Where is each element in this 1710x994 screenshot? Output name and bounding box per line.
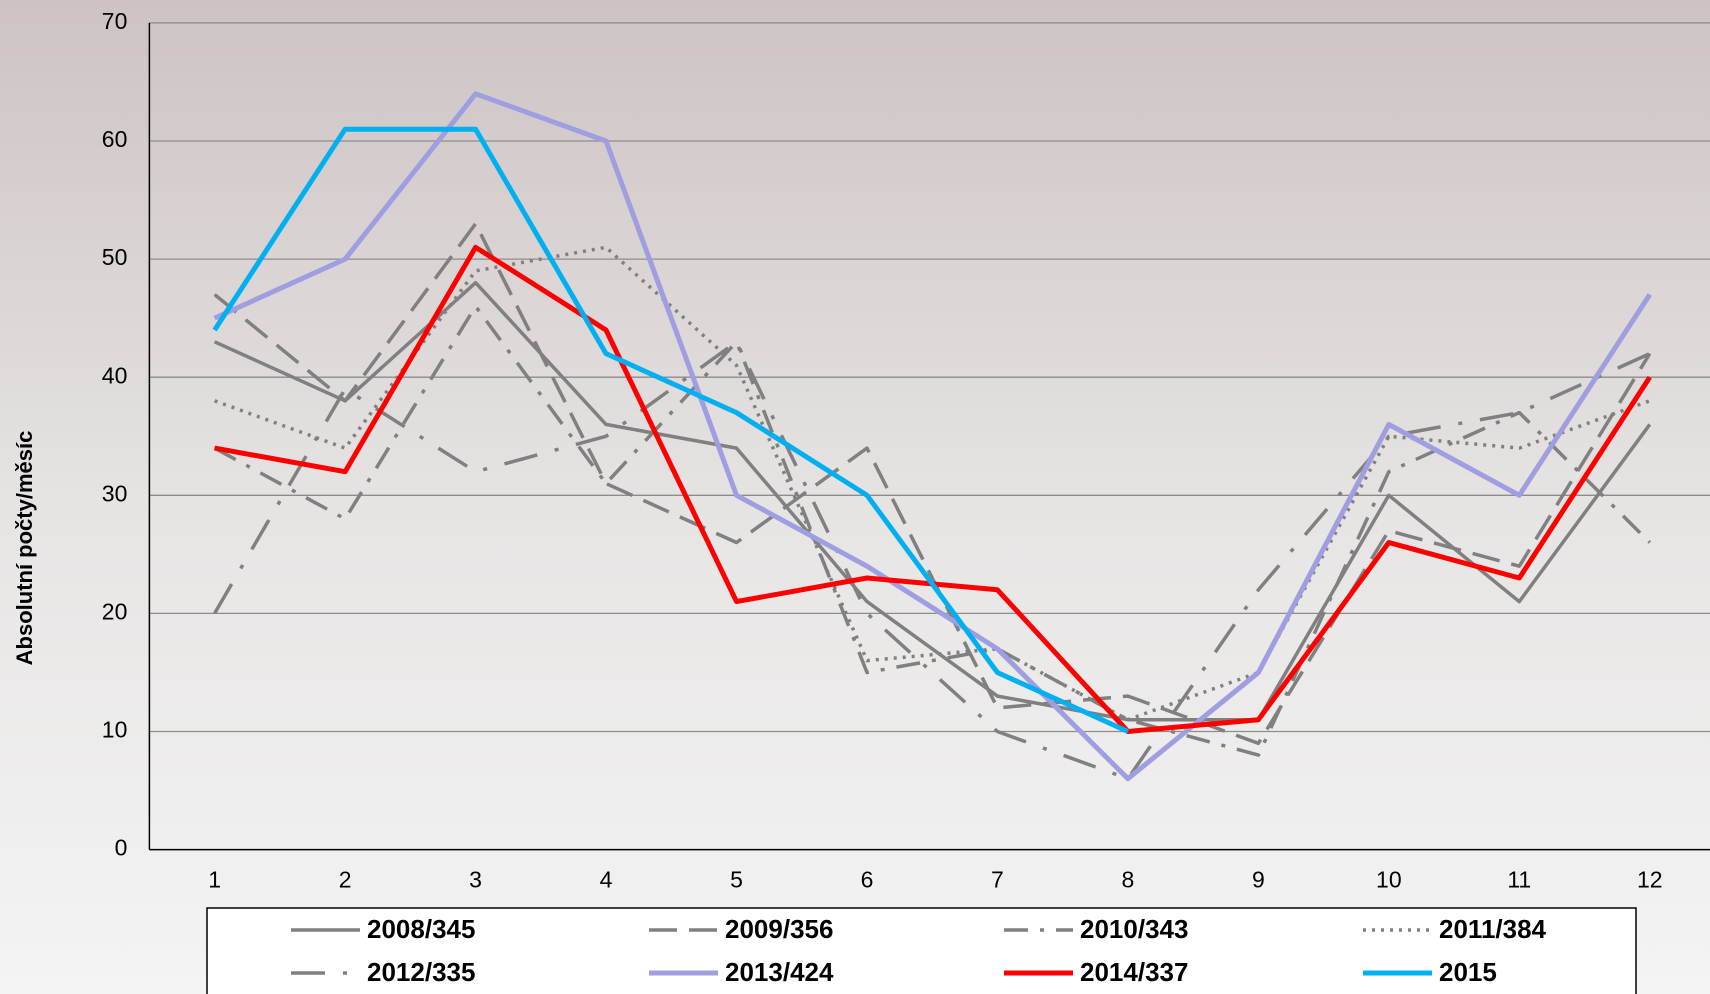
legend-label: 2010/343 [1080, 914, 1188, 944]
y-axis-label: Absolutní počty/měsíc [12, 431, 37, 666]
x-tick-label: 2 [339, 867, 352, 893]
x-tick-label: 12 [1637, 867, 1663, 893]
legend-label: 2013/424 [725, 957, 834, 987]
legend-box [206, 907, 1637, 994]
y-tick-label: 20 [102, 598, 128, 624]
y-tick-label: 10 [102, 717, 128, 743]
y-tick-label: 70 [102, 8, 128, 34]
y-tick-label: 50 [102, 244, 128, 270]
series-line [212, 126, 1129, 734]
series-line [213, 221, 1652, 746]
x-tick-label: 6 [861, 867, 874, 893]
series-line [213, 280, 1652, 722]
x-tick-label: 11 [1507, 867, 1531, 893]
series-line [213, 304, 1652, 757]
series-line [213, 340, 1651, 781]
x-tick-label: 4 [600, 867, 613, 893]
series-line [214, 245, 1651, 722]
x-tick-label: 1 [208, 867, 221, 893]
x-tick-label: 3 [469, 867, 482, 893]
legend-label: 2014/337 [1080, 957, 1188, 987]
legend-label: 2012/335 [367, 957, 475, 987]
x-tick-label: 5 [730, 867, 743, 893]
y-tick-label: 0 [115, 835, 128, 861]
y-tick-label: 60 [102, 126, 128, 152]
x-tick-label: 10 [1376, 867, 1402, 893]
legend-label: 2009/356 [725, 914, 833, 944]
x-tick-label: 9 [1252, 867, 1265, 893]
legend-label: 2015 [1439, 957, 1497, 987]
legend-label: 2008/345 [367, 914, 475, 944]
legend-label: 2011/384 [1439, 914, 1547, 944]
y-tick-label: 30 [102, 480, 128, 506]
y-tick-label: 40 [102, 362, 128, 388]
x-tick-label: 7 [991, 867, 1004, 893]
x-tick-label: 8 [1122, 867, 1135, 893]
series-line [213, 91, 1652, 782]
